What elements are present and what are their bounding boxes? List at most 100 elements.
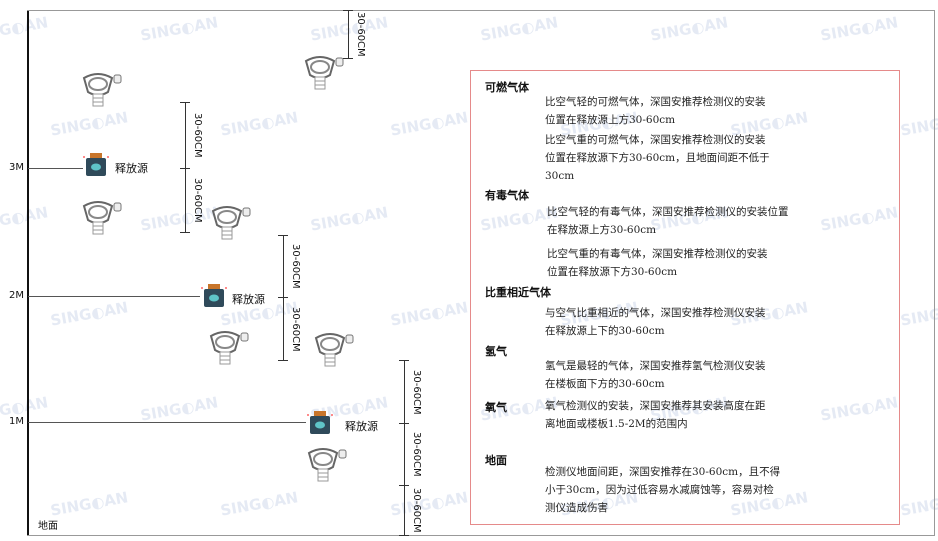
watermark-logo: SING◐AN bbox=[899, 108, 938, 140]
dimension-label: 30-60CM bbox=[290, 306, 301, 352]
watermark-logo: SING◐AN bbox=[389, 108, 470, 140]
note-line: 离地面或楼板1.5-2M的范围内 bbox=[545, 418, 688, 430]
dimension-label: 30-60CM bbox=[192, 178, 203, 223]
release-source-icon bbox=[82, 152, 110, 182]
note-line: 比空气重的有毒气体，深国安推荐检测仪的安装 bbox=[547, 248, 768, 260]
dimension-tick bbox=[180, 168, 190, 169]
watermark-logo: SING◐AN bbox=[49, 488, 130, 520]
level-2m-line bbox=[28, 296, 200, 297]
note-line: 氧气检测仪的安装，深国安推荐其安装高度在距 bbox=[545, 400, 766, 412]
dimension-tick bbox=[399, 423, 409, 424]
dimension-tick bbox=[278, 235, 288, 236]
watermark-logo: SING◐AN bbox=[309, 203, 390, 235]
gas-detector-icon bbox=[310, 332, 354, 372]
note-line: 小于30cm，因为过低容易水减腐蚀等，容易对检 bbox=[545, 484, 774, 496]
dimension-line bbox=[404, 360, 405, 423]
watermark-logo: SING◐AN bbox=[479, 13, 560, 45]
dimension-line bbox=[283, 235, 284, 297]
note-line: 氢气是最轻的气体，深国安推荐氢气检测仪安装 bbox=[545, 360, 766, 372]
note-line: 比空气轻的有毒气体，深国安推荐检测仪的安装位置 bbox=[547, 206, 789, 218]
dimension-tick bbox=[180, 102, 190, 103]
notes-panel: 可燃气体 比空气轻的可燃气体，深国安推荐检测仪的安装 位置在释放源上方30-60c… bbox=[470, 70, 900, 525]
dimension-tick bbox=[343, 58, 353, 59]
dimension-line bbox=[404, 485, 405, 535]
dimension-label: 30-60CM bbox=[411, 432, 422, 477]
watermark-logo: SING◐AN bbox=[899, 488, 938, 520]
level-1m-line bbox=[28, 422, 306, 423]
gas-detector-icon bbox=[303, 447, 347, 487]
note-similar: 与空气比重相近的气体，深国安推荐检测仪安装 在释放源上下的30-60cm bbox=[545, 304, 766, 340]
watermark-logo: SING◐AN bbox=[819, 13, 900, 45]
gas-detector-icon bbox=[78, 200, 122, 240]
dimension-label: 30-60CM bbox=[290, 244, 301, 289]
watermark-logo: SING◐AN bbox=[0, 13, 50, 45]
note-line: 比空气轻的可燃气体，深国安推荐检测仪的安装 bbox=[545, 96, 766, 108]
watermark-logo: SING◐AN bbox=[219, 108, 300, 140]
floor-line bbox=[27, 535, 935, 536]
note-oxygen: 氧气检测仪的安装，深国安推荐其安装高度在距 离地面或楼板1.5-2M的范围内 bbox=[545, 397, 766, 433]
dimension-label: 30-60CM bbox=[411, 488, 422, 533]
note-line: 在释放源上下的30-60cm bbox=[545, 325, 665, 337]
gas-detector-icon bbox=[205, 330, 249, 370]
dimension-tick bbox=[278, 360, 288, 361]
note-toxic-heavy: 比空气重的有毒气体，深国安推荐检测仪的安装 位置在释放源下方30-60cm bbox=[547, 245, 768, 281]
dimension-line bbox=[185, 102, 186, 168]
watermark-logo: SING◐AN bbox=[219, 488, 300, 520]
release-source-icon bbox=[306, 410, 334, 440]
watermark-logo: SING◐AN bbox=[0, 203, 50, 235]
release-source-label: 释放源 bbox=[345, 420, 378, 433]
note-line: 检测仪地面间距，深国安推荐在30-60cm，且不得 bbox=[545, 466, 781, 478]
dimension-tick bbox=[343, 10, 353, 11]
watermark-logo: SING◐AN bbox=[139, 13, 220, 45]
note-line: 位置在释放源上方30-60cm bbox=[545, 114, 676, 126]
note-hydrogen: 氢气是最轻的气体，深国安推荐氢气检测仪安装 在楼板面下方的30-60cm bbox=[545, 357, 766, 393]
note-line: 与空气比重相近的气体，深国安推荐检测仪安装 bbox=[545, 307, 766, 319]
watermark-logo: SING◐AN bbox=[649, 13, 730, 45]
heading-combustible: 可燃气体 bbox=[485, 81, 529, 94]
dimension-line bbox=[283, 297, 284, 360]
note-line: 30cm bbox=[545, 170, 575, 182]
heading-ground: 地面 bbox=[485, 454, 507, 467]
dimension-tick bbox=[399, 535, 409, 536]
heading-toxic: 有毒气体 bbox=[485, 189, 529, 202]
note-line: 测仪造成伤害 bbox=[545, 502, 608, 514]
watermark-logo: SING◐AN bbox=[49, 108, 130, 140]
release-source-label: 释放源 bbox=[115, 162, 148, 175]
note-line: 在楼板面下方的30-60cm bbox=[545, 378, 665, 390]
level-2m: 2M bbox=[9, 290, 24, 301]
release-source-label: 释放源 bbox=[232, 293, 265, 306]
note-line: 位置在释放源下方30-60cm，且地面间距不低于 bbox=[545, 152, 770, 164]
note-line: 在释放源上方30-60cm bbox=[547, 224, 657, 236]
ceiling-line bbox=[27, 10, 935, 11]
gas-detector-icon bbox=[300, 55, 344, 95]
note-combustible-light: 比空气轻的可燃气体，深国安推荐检测仪的安装 位置在释放源上方30-60cm bbox=[545, 93, 766, 129]
level-3m: 3M bbox=[9, 162, 24, 173]
watermark-logo: SING◐AN bbox=[389, 488, 470, 520]
level-3m-line bbox=[28, 168, 83, 169]
note-toxic-light: 比空气轻的有毒气体，深国安推荐检测仪的安装位置 在释放源上方30-60cm bbox=[547, 203, 789, 239]
watermark-logo: SING◐AN bbox=[0, 393, 50, 425]
heading-oxygen: 氧气 bbox=[485, 401, 507, 414]
watermark-logo: SING◐AN bbox=[139, 393, 220, 425]
heading-similar: 比重相近气体 bbox=[485, 286, 551, 299]
heading-hydrogen: 氢气 bbox=[485, 345, 507, 358]
dimension-label: 30-60CM bbox=[411, 369, 422, 415]
right-wall-line bbox=[934, 10, 935, 536]
note-line: 比空气重的可燃气体，深国安推荐检测仪的安装 bbox=[545, 134, 766, 146]
watermark-logo: SING◐AN bbox=[49, 298, 130, 330]
watermark-logo: SING◐AN bbox=[899, 298, 938, 330]
note-combustible-heavy: 比空气重的可燃气体，深国安推荐检测仪的安装 位置在释放源下方30-60cm，且地面… bbox=[545, 131, 770, 185]
dimension-tick bbox=[399, 485, 409, 486]
dimension-tick bbox=[399, 360, 409, 361]
gas-detector-icon bbox=[78, 72, 122, 112]
note-line: 位置在释放源下方30-60cm bbox=[547, 266, 678, 278]
wall-line bbox=[27, 10, 29, 536]
dimension-line bbox=[404, 423, 405, 485]
dimension-label: 30-60CM bbox=[192, 113, 203, 158]
gas-detector-icon bbox=[207, 205, 251, 245]
dimension-line bbox=[185, 168, 186, 232]
dimension-tick bbox=[180, 232, 190, 233]
release-source-icon bbox=[200, 283, 228, 313]
watermark-logo: SING◐AN bbox=[389, 298, 470, 330]
